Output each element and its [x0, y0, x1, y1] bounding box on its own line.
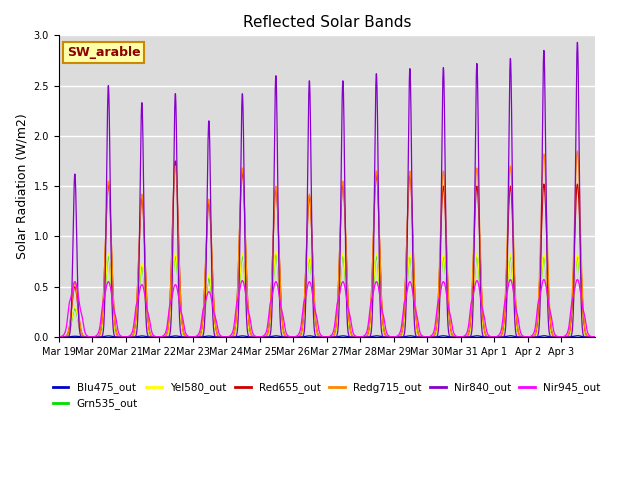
Nir945_out	[55, 334, 63, 340]
Red655_out	[443, 252, 451, 257]
Yel580_out	[55, 334, 63, 340]
Blu475_out	[591, 334, 598, 340]
Line: Blu475_out: Blu475_out	[59, 336, 595, 337]
Nir840_out	[164, 334, 172, 339]
Blu475_out	[573, 333, 581, 338]
Grn535_out	[396, 334, 403, 339]
Nir840_out	[573, 39, 581, 45]
Nir840_out	[396, 334, 403, 340]
Nir945_out	[396, 331, 403, 337]
Nir945_out	[164, 311, 172, 317]
Yel580_out	[585, 334, 593, 340]
Title: Reflected Solar Bands: Reflected Solar Bands	[243, 15, 411, 30]
Yel580_out	[591, 334, 598, 340]
Grn535_out	[477, 300, 484, 306]
Yel580_out	[443, 289, 451, 295]
Blu475_out	[396, 334, 403, 340]
Redg715_out	[55, 334, 63, 340]
Line: Red655_out: Red655_out	[59, 161, 595, 337]
Red655_out	[55, 334, 63, 340]
Blu475_out	[55, 334, 63, 340]
Red655_out	[172, 158, 179, 164]
Nir945_out	[509, 285, 516, 291]
Nir840_out	[55, 334, 63, 340]
Grn535_out	[443, 290, 451, 296]
Grn535_out	[509, 279, 517, 285]
Grn535_out	[55, 334, 63, 340]
Redg715_out	[164, 321, 172, 327]
Yel580_out	[509, 278, 517, 284]
Red655_out	[509, 232, 517, 238]
Blu475_out	[164, 334, 172, 340]
Nir840_out	[591, 334, 598, 340]
Redg715_out	[573, 148, 581, 154]
Nir945_out	[585, 332, 593, 338]
Yel580_out	[272, 249, 280, 254]
Yel580_out	[396, 334, 403, 339]
Grn535_out	[164, 328, 172, 334]
Grn535_out	[591, 334, 598, 340]
Nir840_out	[477, 302, 484, 308]
Line: Nir840_out: Nir840_out	[59, 42, 595, 337]
Nir840_out	[443, 271, 451, 276]
Nir840_out	[509, 222, 516, 228]
Red655_out	[396, 334, 403, 339]
Red655_out	[477, 271, 484, 277]
Redg715_out	[443, 238, 451, 243]
Nir945_out	[477, 296, 484, 301]
Redg715_out	[509, 213, 516, 218]
Blu475_out	[477, 334, 484, 339]
Line: Grn535_out: Grn535_out	[59, 254, 595, 337]
Grn535_out	[272, 252, 280, 257]
Redg715_out	[591, 334, 598, 340]
Nir840_out	[585, 334, 593, 340]
Redg715_out	[396, 334, 403, 339]
Red655_out	[164, 321, 172, 326]
Blu475_out	[443, 333, 451, 339]
Yel580_out	[164, 328, 172, 334]
Nir945_out	[573, 276, 581, 282]
Blu475_out	[585, 334, 593, 340]
Text: SW_arable: SW_arable	[67, 46, 140, 59]
Red655_out	[585, 334, 593, 340]
Grn535_out	[585, 334, 593, 340]
Red655_out	[591, 334, 598, 340]
Redg715_out	[585, 334, 593, 340]
Line: Yel580_out: Yel580_out	[59, 252, 595, 337]
Redg715_out	[477, 258, 484, 264]
Y-axis label: Solar Radiation (W/m2): Solar Radiation (W/m2)	[15, 113, 28, 259]
Nir945_out	[443, 291, 451, 297]
Line: Redg715_out: Redg715_out	[59, 151, 595, 337]
Legend: Blu475_out, Grn535_out, Yel580_out, Red655_out, Redg715_out, Nir840_out, Nir945_: Blu475_out, Grn535_out, Yel580_out, Red6…	[49, 378, 605, 414]
Nir945_out	[591, 334, 598, 340]
Blu475_out	[509, 333, 516, 339]
Line: Nir945_out: Nir945_out	[59, 279, 595, 337]
Yel580_out	[477, 300, 484, 305]
